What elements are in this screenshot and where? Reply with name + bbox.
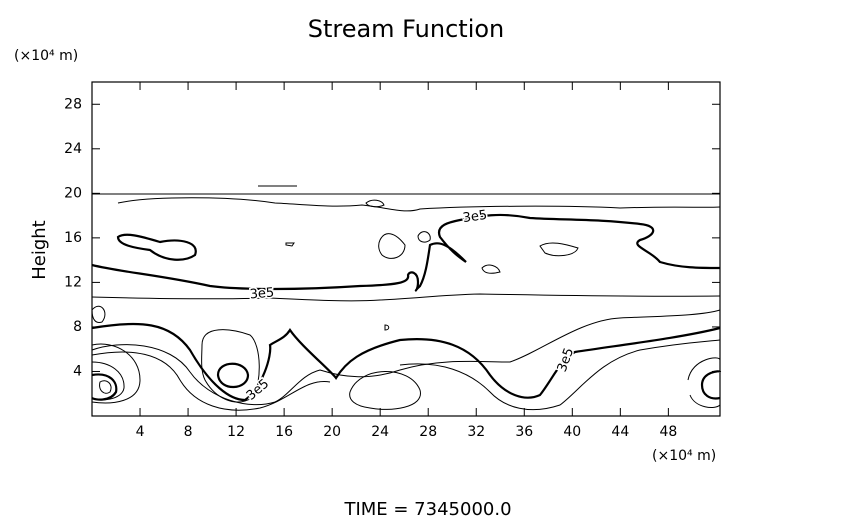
x-tick-label: 8 [184,424,193,440]
y-tick-label: 16 [64,230,82,246]
contour-label: 3e5 [462,208,488,226]
y-unit: (×10⁴ m) [14,48,78,64]
plot-frame [91,81,721,417]
x-tick-label: 20 [323,424,341,440]
y-tick-label: 4 [73,363,82,379]
x-tick-label: 24 [371,424,389,440]
x-unit: (×10⁴ m) [652,448,716,464]
x-tick-label: 32 [467,424,485,440]
x-tick-label: 4 [136,424,145,440]
y-tick-label: 12 [64,274,82,290]
chart-title: Stream Function [308,15,505,43]
y-tick-label: 24 [64,141,82,157]
y-tick-label: 20 [64,185,82,201]
x-tick-label: 36 [515,424,533,440]
x-tick-label: 40 [563,424,581,440]
x-tick-label: 44 [611,424,629,440]
x-tick-label: 16 [275,424,293,440]
x-tick-label: 28 [419,424,437,440]
y-tick-label: 8 [73,319,82,335]
y-axis-label: Height [29,220,50,280]
x-tick-label: 48 [659,424,677,440]
y-tick-label: 28 [64,96,82,112]
contour-label: 3e5 [555,346,577,374]
footer-time: TIME = 7345000.0 [343,499,511,519]
contour-label: 3e5 [249,285,275,302]
x-tick-label: 12 [227,424,245,440]
contours [91,185,722,411]
